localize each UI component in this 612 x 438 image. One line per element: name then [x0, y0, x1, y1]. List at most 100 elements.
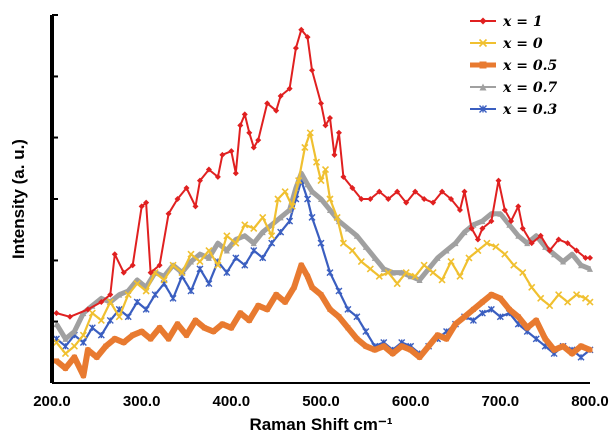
legend-entry: x = 0.7: [470, 80, 557, 96]
data-point: [448, 196, 455, 202]
data-point: [98, 299, 105, 306]
data-point: [304, 34, 311, 41]
data-point: [497, 295, 503, 301]
x-tick-label: 700.0: [482, 393, 520, 410]
data-point: [318, 100, 324, 107]
data-point: [298, 262, 304, 268]
data-point: [452, 240, 459, 247]
data-point: [210, 328, 216, 334]
legend: x = 1 x = 0 x = 0.5 x = 0.7 x = 0.3: [470, 14, 557, 118]
data-point: [317, 239, 325, 247]
data-point: [250, 224, 258, 233]
data-point: [385, 196, 392, 202]
data-point: [479, 218, 486, 225]
data-point: [519, 269, 527, 277]
data-point: [515, 314, 521, 320]
data-point: [175, 321, 181, 327]
data-point: [403, 199, 410, 206]
data-point: [306, 129, 314, 137]
data-point: [444, 336, 450, 342]
data-point: [124, 291, 132, 299]
data-point: [309, 188, 316, 195]
data-point: [349, 184, 356, 191]
data-point: [528, 240, 535, 247]
data-point: [555, 236, 562, 243]
data-point: [286, 85, 293, 92]
data-point: [474, 246, 482, 255]
data-point: [317, 177, 325, 185]
data-point: [304, 195, 312, 203]
data-point: [461, 188, 468, 195]
data-point: [214, 173, 221, 180]
series-x0: [52, 129, 594, 358]
data-point: [483, 239, 491, 247]
data-point: [312, 158, 321, 166]
data-point: [461, 314, 467, 320]
data-point: [551, 347, 557, 353]
data-point: [345, 325, 351, 331]
x-tick-label: 800.0: [571, 393, 609, 410]
data-point: [111, 251, 118, 258]
data-point: [106, 316, 114, 324]
data-point: [295, 177, 303, 185]
data-point: [97, 316, 105, 325]
data-point: [151, 291, 159, 299]
data-point: [551, 251, 558, 258]
data-point: [219, 321, 225, 327]
data-point: [273, 292, 279, 298]
data-point: [533, 317, 539, 323]
data-point: [326, 207, 333, 214]
data-point: [286, 217, 294, 225]
data-point: [246, 317, 252, 323]
data-point: [407, 273, 414, 280]
data-point: [479, 225, 486, 232]
data-point: [327, 306, 333, 312]
data-point: [353, 313, 361, 321]
data-point: [456, 207, 463, 214]
data-point: [412, 188, 419, 195]
data-point: [107, 291, 114, 298]
data-point: [250, 247, 258, 255]
data-point: [586, 298, 594, 306]
legend-label: x = 0.3: [502, 102, 557, 118]
data-point: [71, 328, 78, 335]
data-point: [301, 143, 309, 152]
data-point: [308, 213, 316, 221]
data-point: [196, 257, 204, 266]
data-point: [393, 280, 401, 288]
data-point: [112, 336, 118, 342]
data-point: [587, 265, 593, 272]
data-point: [133, 280, 141, 288]
data-point: [389, 269, 396, 276]
data-point: [71, 354, 77, 360]
data-point: [488, 292, 494, 298]
data-point: [381, 343, 387, 349]
data-point: [309, 284, 315, 290]
legend-marker: [478, 38, 488, 48]
data-point: [384, 269, 392, 277]
data-point: [417, 354, 423, 360]
data-point: [169, 294, 177, 302]
data-point: [569, 351, 575, 357]
data-point: [241, 111, 248, 118]
data-point: [237, 310, 243, 316]
data-point: [390, 351, 396, 357]
data-point: [587, 254, 593, 261]
data-point: [61, 342, 69, 350]
y-axis-title: Intensity (a. u.): [9, 139, 28, 259]
data-point: [572, 291, 581, 299]
data-point: [205, 280, 213, 288]
data-point: [259, 213, 267, 221]
data-point: [524, 325, 530, 331]
data-point: [157, 325, 163, 331]
data-point: [362, 327, 370, 335]
data-point: [542, 336, 548, 342]
data-point: [255, 137, 262, 144]
data-point: [488, 218, 495, 225]
data-point: [496, 313, 504, 321]
data-point: [130, 332, 136, 338]
data-point: [326, 195, 334, 203]
data-point: [250, 240, 257, 247]
data-point: [402, 269, 410, 277]
